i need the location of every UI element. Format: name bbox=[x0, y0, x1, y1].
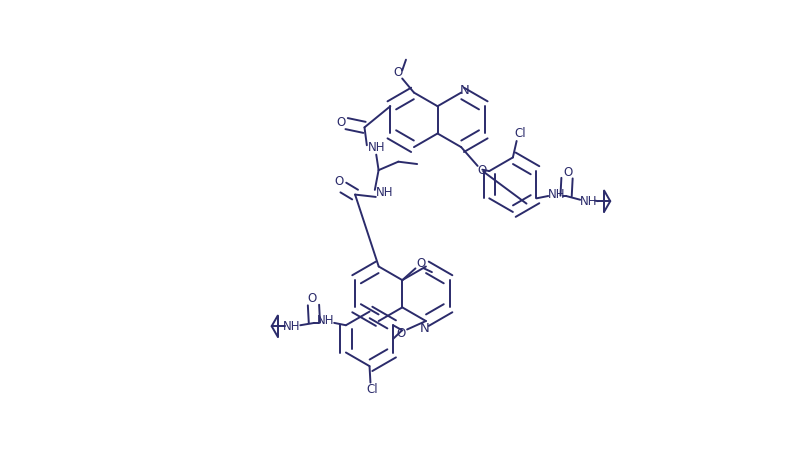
Text: O: O bbox=[417, 257, 426, 270]
Text: N: N bbox=[420, 321, 430, 335]
Text: NH: NH bbox=[317, 313, 335, 327]
Text: O: O bbox=[478, 164, 487, 177]
Text: O: O bbox=[334, 175, 343, 188]
Text: Cl: Cl bbox=[366, 383, 378, 396]
Text: NH: NH bbox=[367, 141, 385, 154]
Text: O: O bbox=[394, 66, 403, 79]
Text: O: O bbox=[397, 327, 406, 340]
Text: O: O bbox=[336, 116, 346, 129]
Text: Cl: Cl bbox=[514, 127, 525, 141]
Text: O: O bbox=[564, 165, 573, 179]
Text: NH: NH bbox=[283, 320, 301, 333]
Text: NH: NH bbox=[580, 195, 597, 208]
Text: N: N bbox=[460, 84, 470, 97]
Text: O: O bbox=[308, 292, 316, 305]
Text: NH: NH bbox=[548, 188, 565, 201]
Text: NH: NH bbox=[375, 186, 393, 199]
